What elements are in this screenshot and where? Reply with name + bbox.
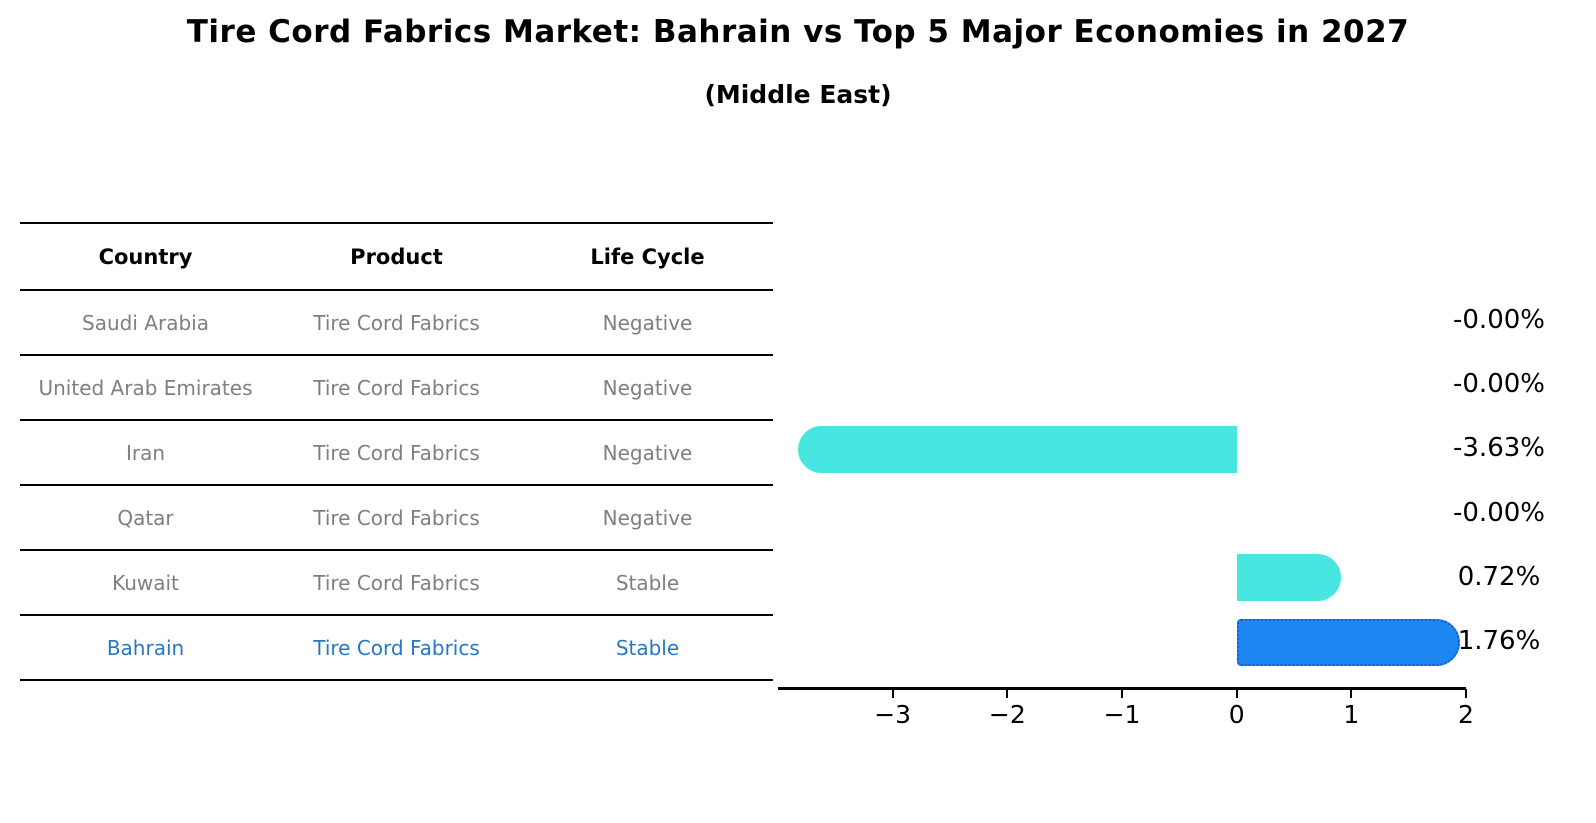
cell-product: Tire Cord Fabrics — [313, 570, 480, 595]
x-axis-tick-label: 1 — [1343, 700, 1360, 729]
cell-country: Saudi Arabia — [82, 310, 209, 335]
table-row-qatar: Qatar Tire Cord Fabrics Negative — [20, 486, 773, 551]
x-axis-tick — [891, 689, 894, 698]
bar-value-label-saudi-arabia: -0.00% — [1453, 305, 1545, 335]
table-row-iran: Iran Tire Cord Fabrics Negative — [20, 421, 773, 486]
cell-country: Kuwait — [112, 570, 179, 595]
cell-product: Tire Cord Fabrics — [313, 310, 480, 335]
x-axis-line — [778, 687, 1466, 690]
x-axis-tick — [1465, 689, 1467, 698]
x-axis-tick — [1006, 689, 1009, 698]
cell-country: Qatar — [117, 505, 174, 530]
cell-product: Tire Cord Fabrics — [313, 505, 480, 530]
bar-value-label-iran: -3.63% — [1453, 433, 1545, 464]
x-axis-tick-label: 0 — [1228, 700, 1245, 729]
table-header-life-cycle: Life Cycle — [590, 244, 705, 269]
cell-product: Tire Cord Fabrics — [313, 375, 480, 400]
country-table: Country Product Life Cycle Saudi Arabia Tir… — [20, 222, 773, 681]
cell-life-cycle: Negative — [602, 310, 693, 335]
cell-life-cycle: Negative — [602, 375, 693, 400]
bar-value-label-bahrain: 1.76% — [1457, 626, 1541, 656]
cell-country: United Arab Emirates — [38, 375, 253, 400]
bar-iran — [798, 425, 1237, 473]
bar-value-label-kuwait: 0.72% — [1457, 561, 1541, 592]
table-header-row: Country Product Life Cycle — [20, 224, 773, 291]
table-row-kuwait: Kuwait Tire Cord Fabrics Stable — [20, 551, 773, 616]
cell-life-cycle: Negative — [602, 505, 693, 530]
cell-country: Bahrain — [106, 635, 185, 660]
x-axis-tick-label: −1 — [1103, 700, 1141, 729]
x-axis-tick-label: −3 — [874, 700, 912, 729]
table-row-united-arab-emirates: United Arab Emirates Tire Cord Fabrics Neg… — [20, 356, 773, 421]
chart-title: Tire Cord Fabrics Market: Bahrain vs Top… — [186, 14, 1410, 50]
bar-value-label-qatar: -0.00% — [1453, 497, 1545, 528]
x-axis-tick — [1121, 689, 1123, 698]
x-axis-tick-label: 2 — [1458, 700, 1474, 729]
bar-kuwait — [1236, 554, 1342, 602]
cell-product: Tire Cord Fabrics — [313, 440, 480, 465]
x-axis-tick — [1235, 689, 1238, 698]
bar-value-label-united-arab-emirates: -0.00% — [1453, 369, 1545, 400]
cell-country: Iran — [125, 440, 166, 465]
cell-product: Tire Cord Fabrics — [313, 635, 480, 660]
cell-life-cycle: Stable — [615, 570, 680, 595]
chart-subtitle: (Middle East) — [704, 80, 892, 109]
table-row-saudi-arabia: Saudi Arabia Tire Cord Fabrics Negative — [20, 291, 773, 356]
cell-life-cycle: Stable — [615, 635, 680, 660]
x-axis-tick-label: −2 — [988, 700, 1026, 729]
cell-life-cycle: Negative — [602, 440, 693, 465]
table-header-product: Product — [350, 244, 443, 269]
table-header-country: Country — [98, 244, 193, 269]
bar-bahrain — [1236, 618, 1461, 666]
table-row-bahrain: Bahrain Tire Cord Fabrics Stable — [20, 616, 773, 681]
x-axis-tick — [1350, 689, 1353, 698]
